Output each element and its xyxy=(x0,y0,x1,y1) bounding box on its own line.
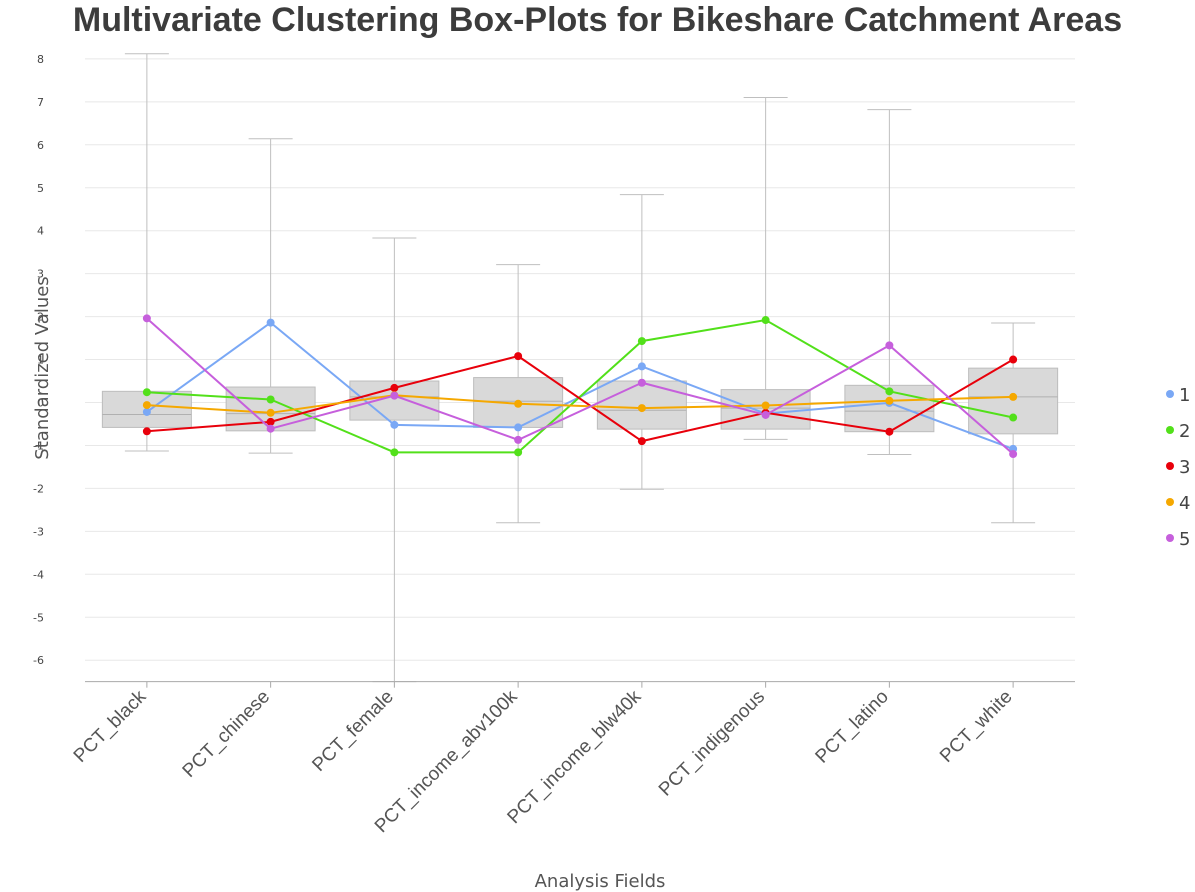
box-iqr xyxy=(968,367,1059,435)
legend-marker xyxy=(1166,534,1174,542)
series-point[interactable] xyxy=(390,391,399,400)
legend-item-1[interactable]: 1 xyxy=(1166,385,1190,406)
y-tick-label: -1 xyxy=(33,439,44,452)
x-tick-label: PCT_chinese xyxy=(179,686,275,782)
series-point[interactable] xyxy=(266,318,275,327)
x-tick-label: PCT_income_abv100k xyxy=(371,686,522,837)
series-point[interactable] xyxy=(514,352,523,361)
series-point[interactable] xyxy=(390,383,399,392)
legend-marker xyxy=(1166,390,1174,398)
grid-lines xyxy=(85,58,1075,661)
series-point[interactable] xyxy=(885,427,894,436)
series-point[interactable] xyxy=(1009,392,1018,401)
series-point[interactable] xyxy=(142,388,151,397)
legend-label: 4 xyxy=(1179,493,1190,514)
series-point[interactable] xyxy=(761,316,770,325)
series-point[interactable] xyxy=(1009,413,1018,422)
y-tick-label: 4 xyxy=(37,225,44,238)
series-point[interactable] xyxy=(142,407,151,416)
y-tick-label: 2 xyxy=(37,311,44,324)
y-tick-label: -6 xyxy=(33,654,44,667)
series-point[interactable] xyxy=(514,448,523,457)
x-tick-label: PCT_income_blw40k xyxy=(504,686,646,828)
y-axis-title: Standardized Values xyxy=(32,276,53,459)
series-3 xyxy=(142,352,1018,446)
legend-item-3[interactable]: 3 xyxy=(1166,457,1190,478)
x-tick-label: PCT_female xyxy=(308,686,398,776)
x-tick-label: PCT_latino xyxy=(812,686,893,767)
series-point[interactable] xyxy=(885,387,894,396)
x-axis-title: Analysis Fields xyxy=(535,871,666,892)
series-point[interactable] xyxy=(390,448,399,457)
legend-item-4[interactable]: 4 xyxy=(1166,493,1190,514)
y-tick-label: -5 xyxy=(33,611,44,624)
legend: 1 2 3 4 5 xyxy=(1166,385,1190,550)
x-tick-label: PCT_indigenous xyxy=(655,686,769,800)
series-point[interactable] xyxy=(761,401,770,410)
legend-item-2[interactable]: 2 xyxy=(1166,421,1190,442)
series-line xyxy=(146,317,1014,455)
series-point[interactable] xyxy=(514,423,523,432)
series-point[interactable] xyxy=(142,401,151,410)
y-tick-label: -4 xyxy=(33,568,44,581)
series-point[interactable] xyxy=(1009,355,1018,364)
legend-marker xyxy=(1166,498,1174,506)
y-tick-label: 5 xyxy=(37,182,44,195)
series-line xyxy=(146,318,1014,454)
legend-item-5[interactable]: 5 xyxy=(1166,529,1190,550)
legend-marker xyxy=(1166,462,1174,470)
box-plot-PCT_indigenous xyxy=(720,97,811,440)
series-point[interactable] xyxy=(637,362,646,371)
y-tick-label: -3 xyxy=(33,525,44,538)
box-plot-PCT_income_abv100k xyxy=(473,264,564,524)
series-point[interactable] xyxy=(514,435,523,444)
legend-label: 2 xyxy=(1179,421,1190,442)
y-tick-label: 6 xyxy=(37,139,44,152)
series-point[interactable] xyxy=(266,408,275,417)
series-point[interactable] xyxy=(885,396,894,405)
chart-title: Multivariate Clustering Box-Plots for Bi… xyxy=(72,1,1123,39)
series-point[interactable] xyxy=(637,437,646,446)
y-tick-label: 7 xyxy=(37,96,44,109)
box-plot-PCT_black xyxy=(101,53,192,452)
series-point[interactable] xyxy=(637,337,646,346)
box-plot-PCT_white xyxy=(968,322,1059,524)
series-line xyxy=(146,394,1014,414)
series-point[interactable] xyxy=(390,420,399,429)
series-point[interactable] xyxy=(266,395,275,404)
series-point[interactable] xyxy=(761,410,770,419)
series-5 xyxy=(142,314,1018,459)
series-point[interactable] xyxy=(637,404,646,413)
legend-label: 3 xyxy=(1179,457,1190,478)
cluster-series xyxy=(142,314,1018,459)
legend-marker xyxy=(1166,426,1174,434)
series-2 xyxy=(142,316,1018,457)
box-plot-PCT_chinese xyxy=(225,138,316,454)
legend-label: 5 xyxy=(1179,529,1190,550)
y-tick-label: 3 xyxy=(37,268,44,281)
x-tick-label: PCT_black xyxy=(70,686,151,767)
series-point[interactable] xyxy=(142,427,151,436)
series-point[interactable] xyxy=(514,399,523,408)
series-point[interactable] xyxy=(1009,450,1018,459)
y-tick-label: 8 xyxy=(37,53,44,66)
legend-label: 1 xyxy=(1179,385,1190,406)
series-line xyxy=(146,355,1014,443)
y-tick-label: 0 xyxy=(37,397,44,410)
series-point[interactable] xyxy=(266,417,275,426)
y-tick-label: -2 xyxy=(33,482,44,495)
y-tick-label: 1 xyxy=(37,354,44,367)
series-point[interactable] xyxy=(637,378,646,387)
series-point[interactable] xyxy=(142,314,151,323)
series-point[interactable] xyxy=(885,341,894,350)
box-plot-PCT_female xyxy=(349,237,440,683)
series-point[interactable] xyxy=(266,424,275,433)
x-tick-label: PCT_white xyxy=(936,686,1017,767)
